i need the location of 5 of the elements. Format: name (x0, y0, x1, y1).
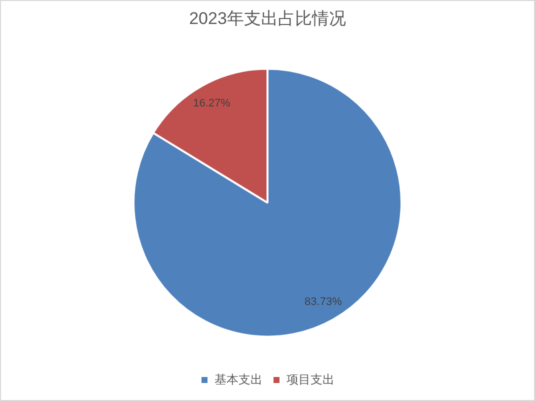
legend-label: 项目支出 (286, 372, 334, 386)
legend-label: 基本支出 (214, 372, 262, 386)
data-label: 16.27% (193, 97, 231, 110)
chart-title: 2023年支出占比情况 (189, 8, 346, 28)
data-label: 83.73% (304, 296, 342, 308)
